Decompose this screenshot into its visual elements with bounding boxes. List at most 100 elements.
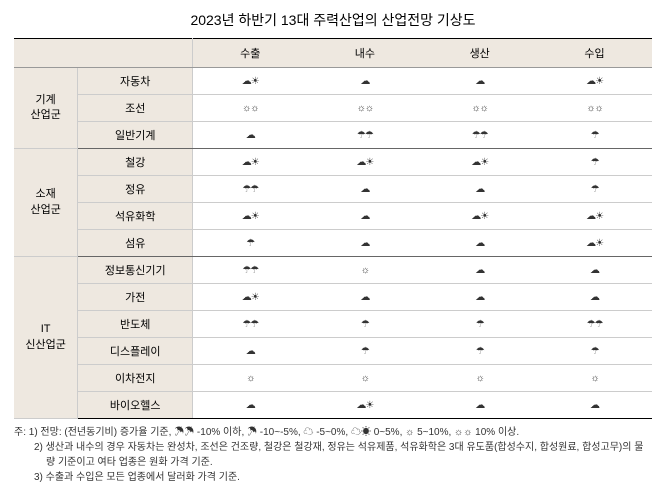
sun-icon: ☼ [246,373,254,384]
footnotes: 주: 1) 전망: (전년동기비) 증가율 기준, ☂☂ -10% 이하, ☂ … [14,425,652,485]
table-row: 디스플레이☁☂☂☂ [14,338,652,365]
forecast-cell: ☁ [307,230,422,257]
rain-icon: ☂ [476,319,484,330]
forecast-cell: ☁☀ [307,149,422,176]
storm-icon: ☂☂ [242,319,258,330]
forecast-cell: ☁ [193,392,308,419]
forecast-cell: ☁☀ [537,230,652,257]
cloud-icon: ☁ [475,292,484,303]
forecast-cell: ☁☀ [193,68,308,95]
cloud-icon: ☁ [246,130,255,141]
forecast-cell: ☼☼ [537,95,652,122]
forecast-cell: ☼☼ [422,95,537,122]
sunny-icon: ☼☼ [472,103,488,114]
forecast-cell: ☼ [193,365,308,392]
sun-icon: ☼ [361,373,369,384]
table-header-row: 수출 내수 생산 수입 [14,39,652,68]
table-row: 섬유 ☂ ☁ ☁ ☁☀ [14,230,652,257]
forecast-cell: ☁☀ [422,203,537,230]
forecast-cell: ☁☀ [537,203,652,230]
forecast-cell: ☂☂ [307,122,422,149]
cloud-icon: ☁ [360,292,369,303]
sector-label: 정유 [78,176,193,203]
forecast-cell: ☁ [307,68,422,95]
forecast-cell: ☂ [537,149,652,176]
partly-icon: ☁☀ [242,292,259,303]
group-label: 기계산업군 [14,68,78,149]
forecast-cell: ☁☀ [422,149,537,176]
table-row: 소재산업군철강☁☀☁☀☁☀☂ [14,149,652,176]
table-row: 이차전지☼☼☼☼ [14,365,652,392]
forecast-cell: ☂☂ [422,122,537,149]
cloud-icon: ☁ [360,184,369,195]
page-title: 2023년 하반기 13대 주력산업의 산업전망 기상도 [14,10,652,30]
table-row: 기계산업군자동차☁☀☁☁☁☀ [14,68,652,95]
header-domestic: 내수 [307,39,422,68]
partly-icon: ☁☀ [356,400,373,411]
forecast-cell: ☁ [537,257,652,284]
cloud-icon: ☁ [475,184,484,195]
cloud-icon: ☁ [475,76,484,87]
forecast-cell: ☁☀ [537,68,652,95]
forecast-cell: ☁ [422,176,537,203]
footnote-line: 주: 1) 전망: (전년동기비) 증가율 기준, ☂☂ -10% 이하, ☂ … [14,425,652,440]
cloud-icon: ☁ [475,238,484,249]
forecast-cell: ☂ [307,338,422,365]
sector-label: 바이오헬스 [78,392,193,419]
storm-icon: ☂☂ [242,265,258,276]
forecast-cell: ☼ [307,257,422,284]
forecast-cell: ☂☂ [193,257,308,284]
group-label: IT신산업군 [14,257,78,419]
sector-label: 철강 [78,149,193,176]
table-row: 가전☁☀☁☁☁ [14,284,652,311]
footnote-line: 3) 수출과 수입은 모든 업종에서 달러화 가격 기준. [14,470,652,485]
header-import: 수입 [537,39,652,68]
rain-icon: ☂ [591,130,599,141]
sector-label: 디스플레이 [78,338,193,365]
forecast-cell: ☂ [422,311,537,338]
rain-icon: ☂ [246,238,254,249]
forecast-cell: ☁ [537,392,652,419]
table-row: 조선 ☼☼ ☼☼ ☼☼ ☼☼ [14,95,652,122]
cloud-icon: ☁ [475,400,484,411]
sector-label: 정보통신기기 [78,257,193,284]
forecast-cell: ☁ [422,230,537,257]
cloud-icon: ☁ [360,211,369,222]
sector-label: 자동차 [78,68,193,95]
sun-icon: ☼ [476,373,484,384]
partly-icon: ☁☀ [586,238,603,249]
cloud-icon: ☁ [590,265,599,276]
forecast-cell: ☂☂ [537,311,652,338]
sector-label: 석유화학 [78,203,193,230]
forecast-cell: ☂ [537,122,652,149]
partly-icon: ☁☀ [242,211,259,222]
forecast-table: 수출 내수 생산 수입 기계산업군자동차☁☀☁☁☁☀조선☼☼☼☼☼☼☼☼일반기계… [14,38,652,419]
sector-label: 가전 [78,284,193,311]
cloud-icon: ☁ [360,76,369,87]
cloud-icon: ☁ [475,265,484,276]
rain-icon: ☂ [476,346,484,357]
forecast-cell: ☁ [422,257,537,284]
forecast-cell: ☁ [422,68,537,95]
storm-icon: ☂☂ [587,319,603,330]
table-row: 석유화학 ☁☀ ☁ ☁☀ ☁☀ [14,203,652,230]
storm-icon: ☂☂ [242,184,258,195]
forecast-cell: ☁ [307,284,422,311]
table-row: 정유☂☂☁☁☂ [14,176,652,203]
forecast-cell: ☼☼ [307,95,422,122]
partly-icon: ☁☀ [471,157,488,168]
rain-icon: ☂ [591,157,599,168]
forecast-cell: ☂☂ [193,176,308,203]
forecast-cell: ☁☀ [193,149,308,176]
sector-label: 섬유 [78,230,193,257]
partly-icon: ☁☀ [242,76,259,87]
partly-icon: ☁☀ [471,211,488,222]
forecast-cell: ☼ [307,365,422,392]
sun-icon: ☼ [361,265,369,276]
cloud-icon: ☁ [360,238,369,249]
partly-icon: ☁☀ [586,211,603,222]
sunny-icon: ☼☼ [242,103,258,114]
rain-icon: ☂ [591,346,599,357]
sector-label: 조선 [78,95,193,122]
forecast-cell: ☼☼ [193,95,308,122]
